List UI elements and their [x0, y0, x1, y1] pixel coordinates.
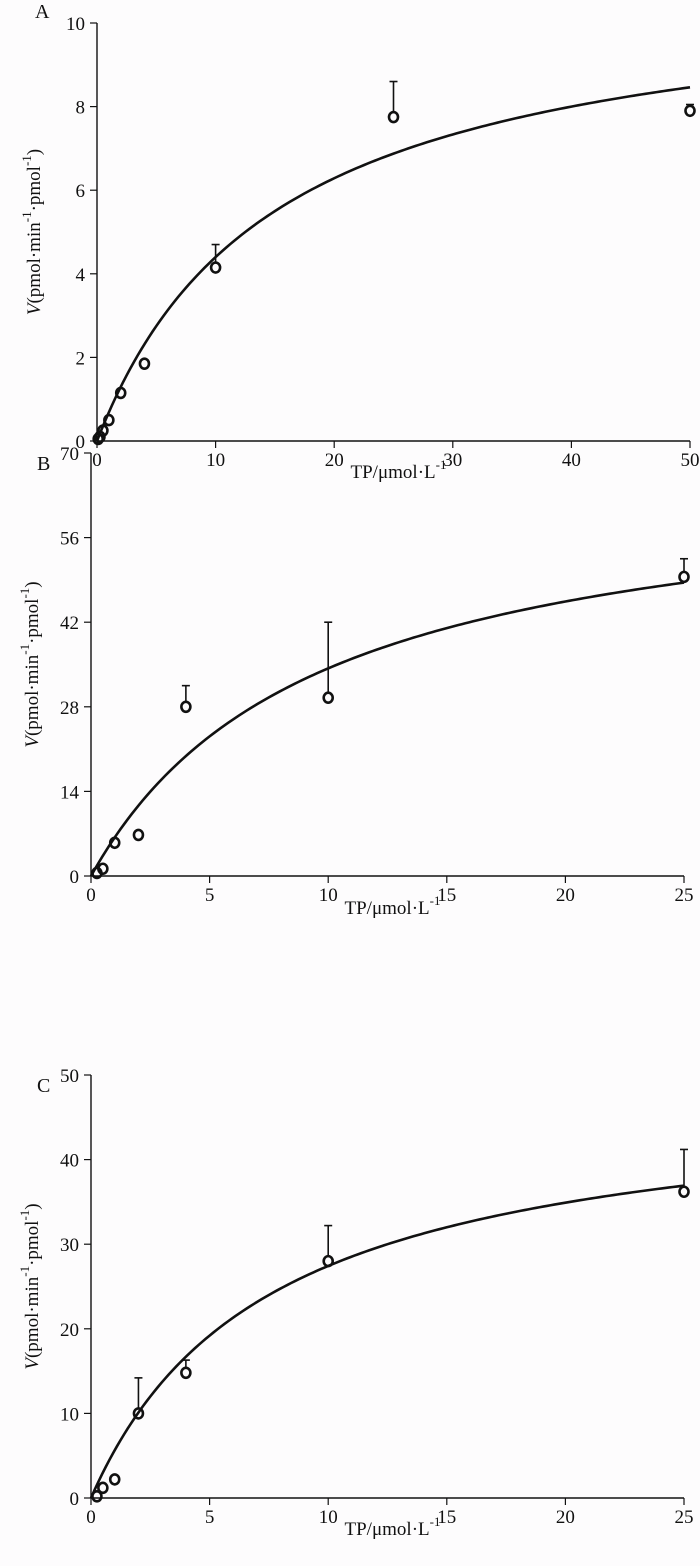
data-point: [97, 862, 109, 876]
data-point: [138, 357, 151, 370]
y-axis-title-part: (pmol·min: [22, 654, 43, 736]
y-tick-label: 10: [60, 1404, 79, 1425]
y-axis-title-sup: -1: [17, 644, 32, 655]
y-tick-label: 56: [60, 529, 79, 550]
x-tick-label: 10: [319, 885, 338, 906]
data-point: [180, 700, 192, 714]
data-point: [322, 691, 335, 705]
panel-label: A: [35, 1, 50, 23]
y-tick-label: 28: [60, 698, 79, 719]
y-tick-label: 50: [60, 1066, 79, 1087]
data-point: [209, 261, 222, 274]
data-point: [103, 413, 115, 427]
x-axis-title: TP/μmol·L-1: [345, 1514, 441, 1540]
panel-label: C: [37, 1075, 50, 1097]
chart-panel-c: C0 5 10 15 20 2501020304050TP/μmol·L-1V(pmol·…: [17, 1066, 694, 1540]
x-tick-label: 5: [205, 1507, 215, 1528]
fit-curve: [89, 581, 685, 877]
x-tick-label: 0: [86, 885, 96, 906]
y-axis-title-sup: -1: [17, 1210, 32, 1221]
x-axis-title-sup: -1: [436, 457, 447, 472]
data-point: [684, 104, 696, 118]
y-tick-label: 10: [66, 14, 85, 35]
y-tick-label: 42: [60, 613, 79, 634]
x-tick-label: 15: [437, 885, 456, 906]
y-axis-title-symbol: V: [24, 301, 45, 315]
y-tick-label: 2: [76, 348, 86, 369]
y-tick-label: 4: [76, 265, 86, 286]
chart-panel-b: B0 5 10 15 20 2501428425670TP/μmol·L-1V(pmol·…: [17, 444, 694, 919]
y-tick-label: 8: [76, 98, 86, 119]
y-axis-title-symbol: V: [22, 734, 43, 748]
x-tick-label: 25: [675, 885, 694, 906]
y-axis-title-sup: -1: [19, 155, 34, 166]
data-point: [132, 828, 145, 842]
y-axis-title-symbol: V: [22, 1356, 43, 1370]
y-axis-title-part: (pmol·min: [24, 222, 45, 304]
y-axis-title-part: ): [22, 581, 43, 587]
x-tick-label: 20: [325, 450, 344, 471]
panel-label: B: [37, 453, 50, 475]
y-tick-label: 0: [70, 867, 80, 888]
x-tick-label: 30: [443, 450, 462, 471]
x-tick-label: 0: [86, 1507, 96, 1528]
y-axis-title-sup: -1: [17, 588, 32, 599]
y-tick-label: 20: [60, 1320, 79, 1341]
y-tick-label: 6: [76, 181, 86, 202]
x-axis-title-main: TP/μmol·L: [345, 1519, 430, 1540]
x-tick-label: 0: [92, 450, 102, 471]
x-axis-title: TP/μmol·L-1: [351, 457, 447, 483]
y-axis-title-part: (pmol·min: [22, 1276, 43, 1358]
x-tick-label: 50: [681, 450, 700, 471]
x-axis-title-main: TP/μmol·L: [351, 462, 436, 483]
data-point: [91, 1490, 103, 1503]
x-axis-title-sup: -1: [430, 893, 441, 908]
y-axis-title-sup: -1: [19, 211, 34, 222]
y-tick-label: 0: [76, 432, 86, 453]
y-axis-title: V(pmol·min-1·pmol-1): [17, 1203, 43, 1369]
data-point: [387, 110, 400, 124]
y-tick-label: 30: [60, 1235, 79, 1256]
y-axis-title-sup: -1: [17, 1266, 32, 1277]
x-tick-label: 25: [675, 1507, 694, 1528]
y-axis-title: V(pmol·min-1·pmol-1): [17, 581, 43, 747]
data-point: [108, 836, 121, 850]
x-axis-title-sup: -1: [430, 1514, 441, 1529]
x-tick-label: 15: [437, 1507, 456, 1528]
x-axis-title: TP/μmol·L-1: [345, 893, 441, 919]
y-axis-title-part: ·pmol: [22, 599, 43, 644]
x-tick-label: 10: [319, 1507, 338, 1528]
y-tick-label: 0: [70, 1489, 80, 1510]
data-point: [322, 1254, 335, 1268]
data-point: [678, 570, 690, 584]
data-point: [114, 386, 127, 400]
y-axis-title-part: ·pmol: [22, 1221, 43, 1266]
x-tick-label: 5: [205, 885, 215, 906]
x-axis-title-main: TP/μmol·L: [345, 898, 430, 919]
chart-panel-a: A0 10 20 30 40 500246810TP/μmol·L-1V(pmol·min…: [19, 1, 700, 483]
y-tick-label: 40: [60, 1151, 79, 1172]
y-tick-label: 70: [60, 444, 79, 465]
x-tick-label: 20: [556, 885, 575, 906]
fit-curve: [89, 1184, 685, 1499]
data-point: [94, 430, 106, 444]
data-point: [97, 1481, 109, 1495]
data-point: [180, 1366, 192, 1380]
y-axis-title: V(pmol·min-1·pmol-1): [19, 149, 45, 315]
x-tick-label: 40: [562, 450, 581, 471]
y-axis-title-part: ): [22, 1203, 43, 1209]
y-tick-label: 14: [60, 782, 80, 803]
data-point: [678, 1185, 690, 1199]
y-axis-title-part: ): [24, 149, 45, 155]
data-point: [97, 424, 109, 437]
fit-curve: [95, 86, 691, 442]
y-axis-title-part: ·pmol: [24, 166, 45, 211]
data-point: [108, 1473, 121, 1486]
data-point: [132, 1407, 145, 1420]
x-tick-label: 20: [556, 1507, 575, 1528]
x-tick-label: 10: [206, 450, 225, 471]
